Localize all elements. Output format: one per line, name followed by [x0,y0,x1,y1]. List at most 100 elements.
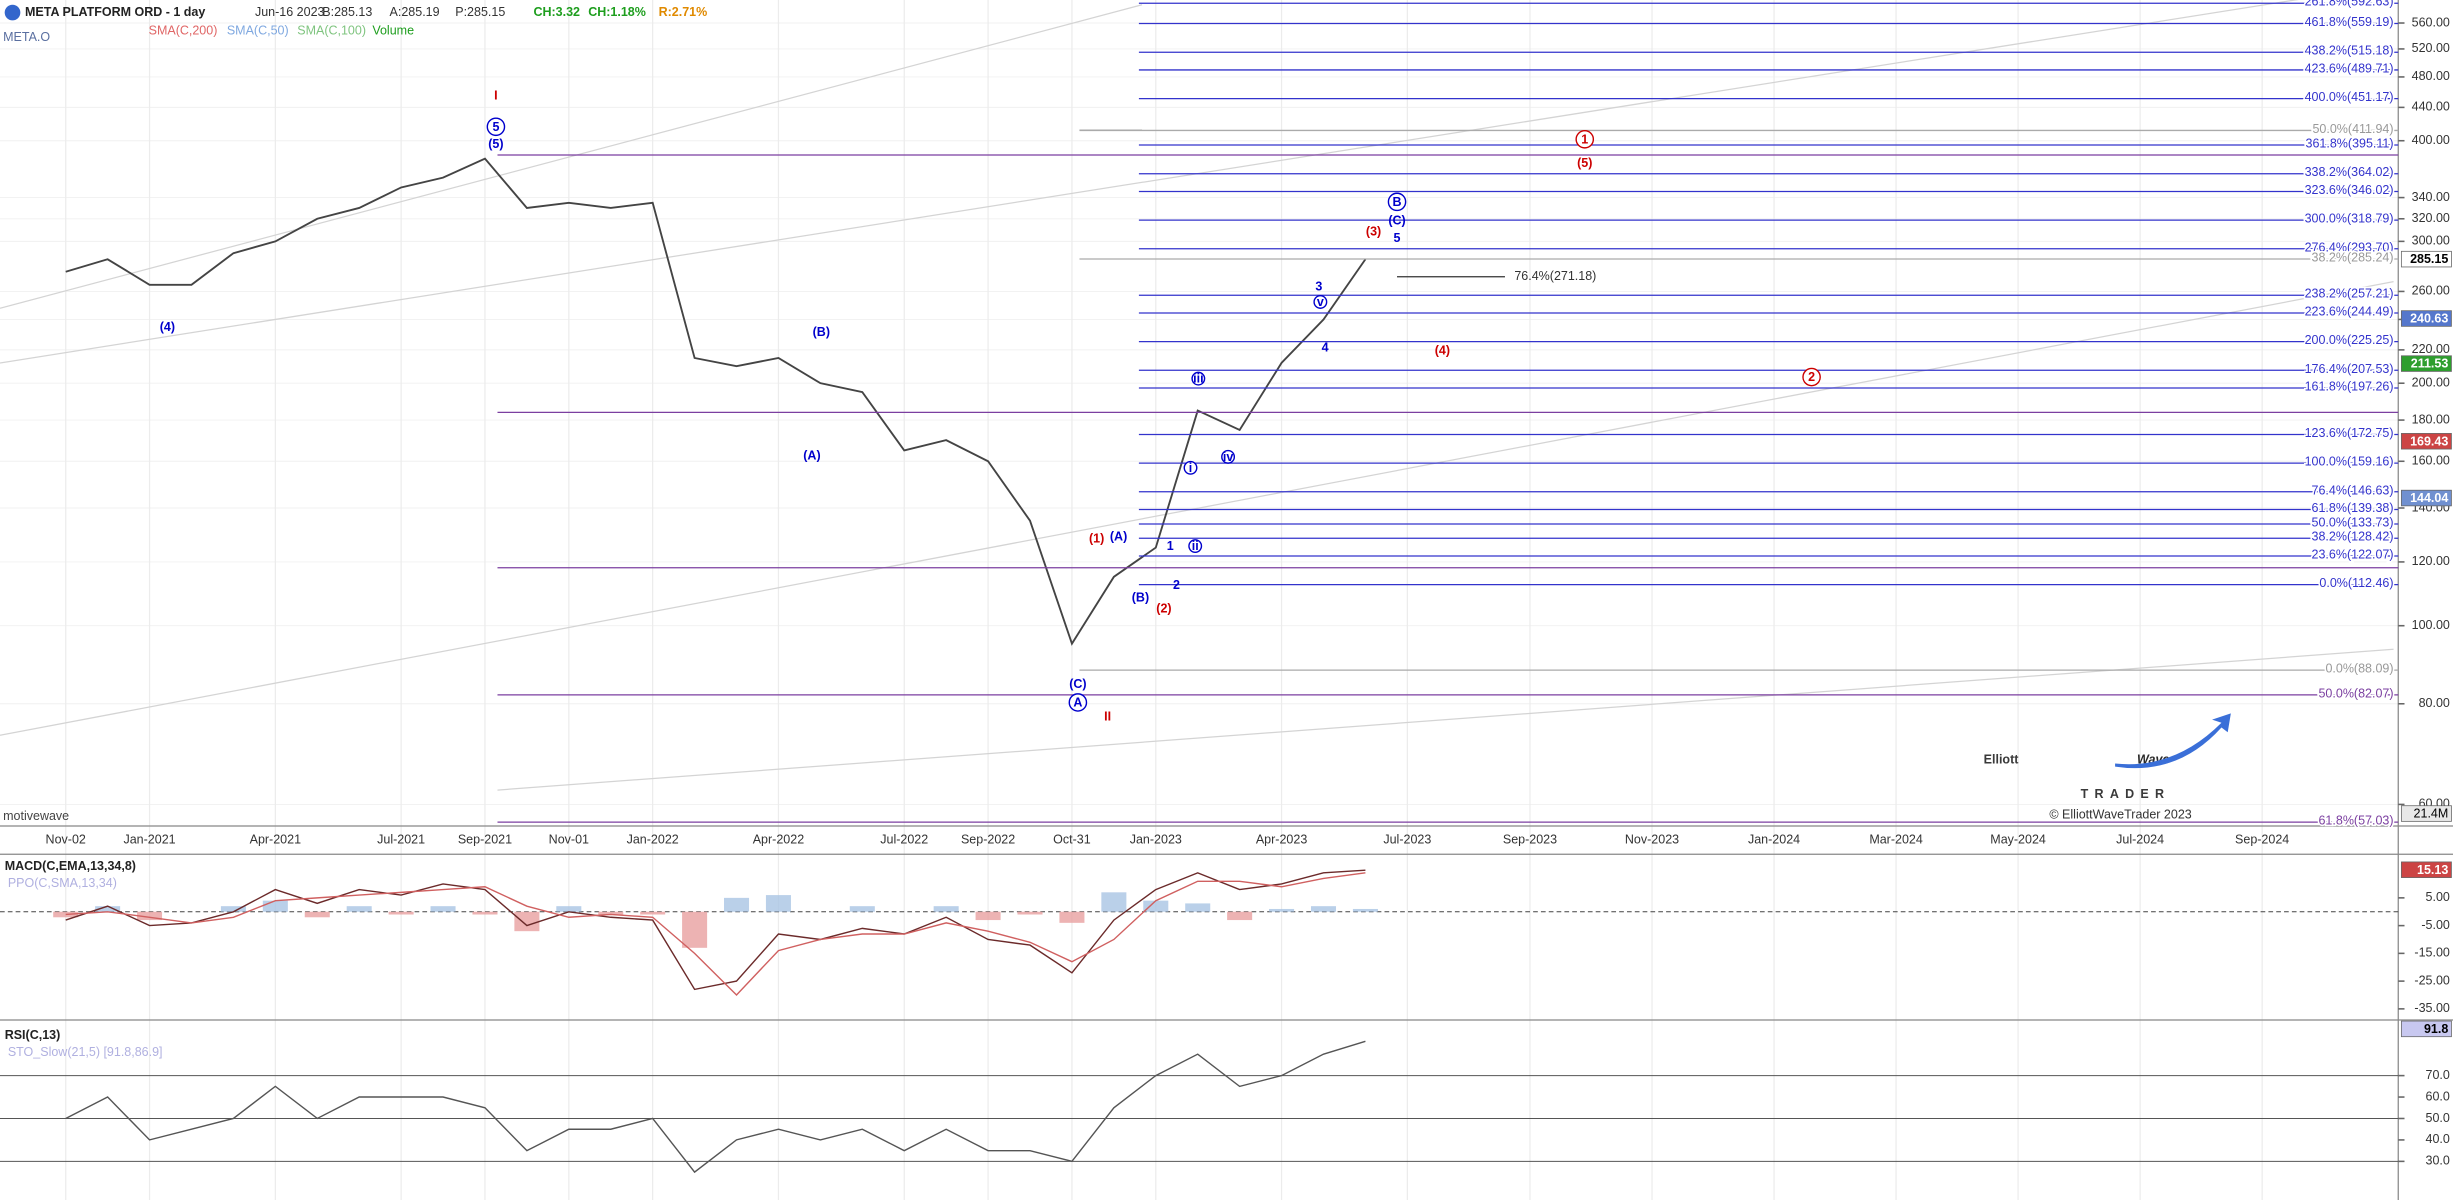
histogram-bar [640,911,666,915]
y-tick-label: -25.00 [2414,973,2449,987]
wave-circle [1387,192,1407,212]
quote: B:285.13 [322,5,372,19]
panel-subtitle: STO_Slow(21,5) [91.8,86.9] [8,1045,163,1059]
quote: CH:3.32 [533,5,580,19]
chart-title: META PLATFORM ORD - 1 day [25,5,205,19]
quote: R:2.71% [659,5,708,19]
histogram-bar [430,906,456,912]
quote: CH:1.18% [588,5,646,19]
price-tag-label: 15.13 [2417,863,2448,877]
x-tick-label: Sep-2024 [2235,832,2289,846]
fib-label: 50.0%(133.73) [2312,516,2394,530]
wave-label: (B) [813,325,830,339]
trend-line [0,4,1143,309]
wave-label: (2) [1156,602,1171,616]
series-line [65,869,1366,991]
y-tick-label: 40.0 [2426,1132,2450,1146]
histogram-bar [556,906,582,912]
wave-label: (1) [1089,531,1104,545]
x-tick-label: Nov-01 [549,832,589,846]
y-tick-label: 60.0 [2426,1089,2450,1103]
fib-label: 438.2%(515.18) [2305,44,2394,58]
histogram-bar [1143,900,1169,912]
y-tick-label: 5.00 [2426,890,2450,904]
price-tag [2400,489,2452,507]
price-tag-label: 240.63 [2410,312,2448,326]
histogram-bar [765,895,791,912]
wave-label: II [1104,710,1111,724]
x-tick-label: Nov-2023 [1625,832,1679,846]
wave-label: A [1073,696,1082,710]
fib-label: 461.8%(559.19) [2305,15,2394,29]
fib-label: 50.0%(82.07) [2318,686,2393,700]
y-tick-label: 80.00 [2419,696,2450,710]
histogram-bar [1352,908,1378,912]
price-tag [2400,861,2452,878]
wave-label: (B) [1132,591,1149,605]
series-line [65,872,1366,997]
wave-label: (A) [1110,530,1127,544]
wave-circle [1575,129,1595,149]
x-tick-label: Oct-31 [1053,832,1091,846]
price-tag [2400,1020,2452,1038]
wave-label: (4) [1435,344,1450,358]
wave-circle [1802,367,1821,387]
series-line [65,1040,1366,1174]
x-tick-label: Jan-2023 [1130,832,1182,846]
fib-label: 361.8%(395.11) [2306,137,2394,151]
x-tick-label: Sep-2022 [961,832,1015,846]
fib-label: 76.4%(146.63) [2312,483,2394,497]
x-tick-label: Apr-2021 [250,832,301,846]
wave-label: (C) [1388,214,1405,228]
fib-label: 338.2%(364.02) [2305,165,2394,179]
logo-swoosh [2115,713,2231,769]
x-tick-label: Sep-2023 [1503,832,1557,846]
histogram-bar [388,911,414,915]
price-tag-label: 211.53 [2411,357,2449,371]
panel-subtitle: PPO(C,SMA,13,34) [8,876,117,890]
histogram-bar [304,911,330,918]
wave-circle [1191,371,1206,386]
x-tick-label: Jul-2022 [880,832,928,846]
wave-label: ii [1192,539,1199,553]
y-tick-label: 50.0 [2426,1111,2450,1125]
fib-label: 400.0%(451.17) [2305,90,2394,104]
price-tag [2400,433,2452,450]
price-tag-label: 169.43 [2410,434,2448,448]
y-tick-label: 560.00 [2412,15,2450,29]
wave-label: 5 [1394,231,1401,245]
fib-label: 0.0%(112.46) [2319,576,2393,590]
x-tick-label: May-2024 [1990,832,2046,846]
quote: Jun-16 2023 [255,5,325,19]
fib-label: 23.6%(122.07) [2312,547,2394,561]
trend-line [497,648,2394,791]
x-tick-label: Jan-2024 [1748,832,1800,846]
wave-label: (A) [803,448,820,462]
x-tick-label: Apr-2023 [1256,832,1307,846]
wave-label: B [1393,195,1402,209]
y-tick-label: 300.00 [2412,234,2450,248]
volume-tag [2400,805,2452,822]
fib-label: 61.8%(139.38) [2312,501,2394,515]
x-tick-label: Sep-2021 [458,832,512,846]
price-tag [2400,250,2452,268]
wave-label: iv [1223,450,1233,464]
wave-circle [1313,295,1328,309]
x-tick-label: Nov-02 [46,832,86,846]
wave-label: 1 [1581,132,1588,146]
price-tag-label: 144.04 [2410,491,2448,505]
histogram-bar [933,906,959,912]
wave-circle [1221,449,1236,464]
y-tick-label: 200.00 [2412,376,2450,390]
wave-label: 5 [492,120,499,134]
wave-label: I [494,89,497,103]
wave-label: (5) [1577,156,1592,170]
y-tick-label: 260.00 [2412,284,2450,298]
trend-line [0,281,2394,736]
wave-label: 3 [1315,279,1322,293]
y-tick-label: 120.00 [2412,554,2450,568]
indicator-legend: SMA(C,50) [227,24,289,38]
wave-label: 2 [1808,370,1815,384]
